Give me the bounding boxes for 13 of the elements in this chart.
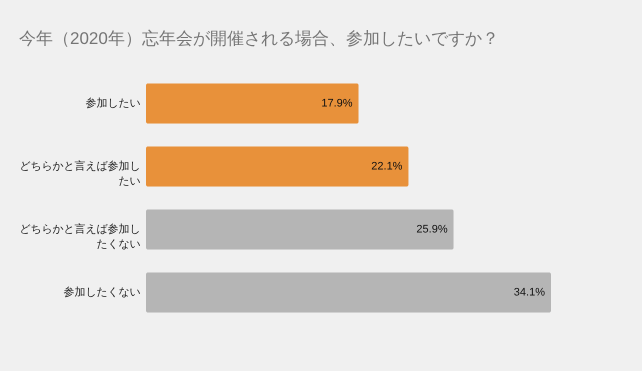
- bar: [146, 83, 359, 124]
- y-tick-label: どちらかと言えば参加したい: [20, 160, 140, 188]
- bar: [146, 146, 408, 187]
- data-label: 34.1%: [514, 286, 546, 298]
- bar: [146, 209, 454, 250]
- bar: [146, 272, 551, 313]
- data-label: 22.1%: [371, 160, 403, 172]
- data-label: 17.9%: [321, 98, 353, 110]
- data-label: 25.9%: [416, 224, 448, 236]
- y-tick-label: どちらかと言えば参加したくない: [20, 222, 140, 250]
- y-tick-label: 参加したい: [86, 96, 140, 110]
- chart-title: 今年（2020年）忘年会が開催される場合、参加したいですか？: [19, 29, 499, 48]
- y-tick-label: 参加したくない: [64, 286, 140, 298]
